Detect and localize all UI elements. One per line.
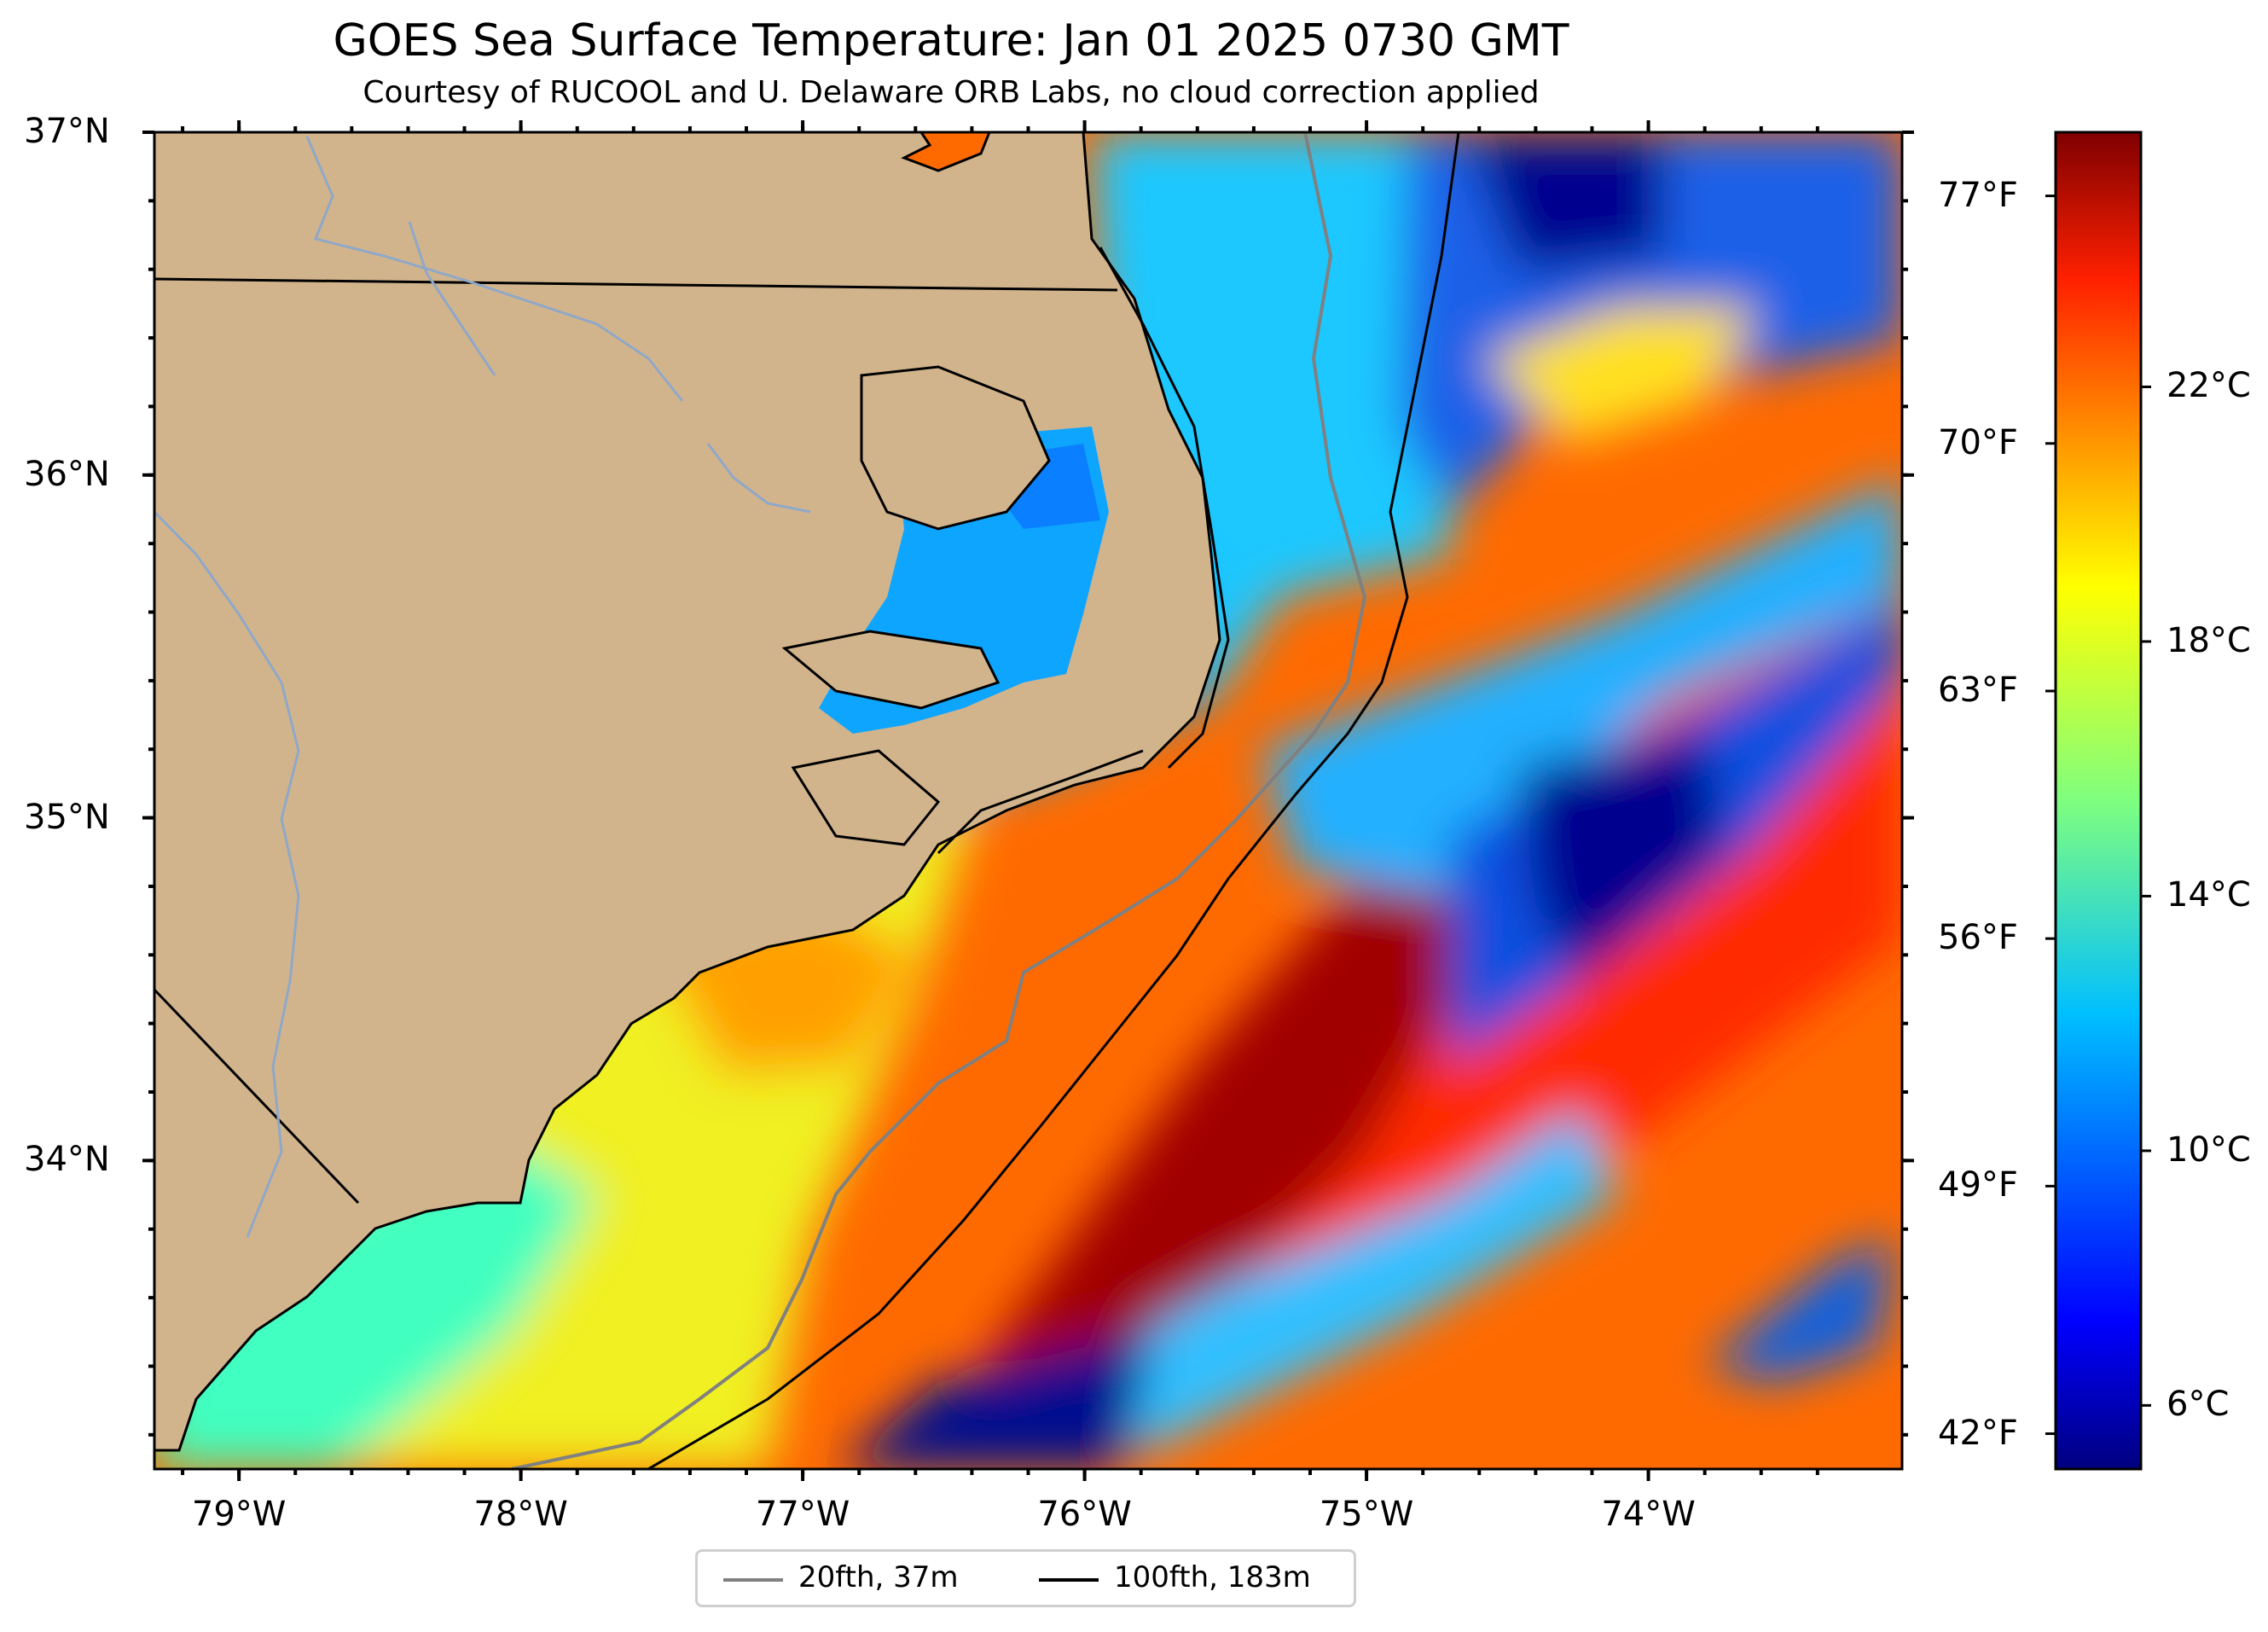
lat-label: 37°N [24, 112, 110, 151]
lat-label: 34°N [24, 1140, 110, 1180]
lat-label: 36°N [24, 454, 110, 494]
colorbar-label-c: 14°C [2166, 875, 2251, 915]
legend-line-20fth [723, 1578, 783, 1582]
colorbar-label-f: 63°F [1938, 670, 2018, 710]
lon-label: 75°W [1319, 1495, 1414, 1534]
axis-ticks [142, 120, 1914, 1481]
colorbar-label-f: 56°F [1938, 918, 2018, 958]
colorbar-label-c: 6°C [2166, 1385, 2230, 1425]
isobath-20fth [511, 131, 1367, 1471]
colorbar-label-f: 70°F [1938, 422, 2018, 462]
lon-label: 78°W [473, 1495, 568, 1534]
map-title: GOES Sea Surface Temperature: Jan 01 202… [333, 15, 1569, 67]
map-legend: 20fth, 37m 100fth, 183m [695, 1549, 1356, 1607]
lon-label: 79°W [191, 1495, 287, 1534]
map-subtitle: Courtesy of RUCOOL and U. Delaware ORB L… [363, 75, 1540, 110]
legend-label-20fth: 20fth, 37m [798, 1560, 959, 1594]
lon-label: 74°W [1601, 1495, 1696, 1534]
lon-label: 76°W [1037, 1495, 1132, 1534]
isobath-100fth [647, 131, 1460, 1471]
colorbar-label-f: 77°F [1938, 175, 2018, 215]
land-mass [154, 132, 1230, 1452]
colorbar [2054, 131, 2143, 1471]
rivers [153, 136, 811, 1238]
state-border-nc-va [154, 277, 1118, 292]
colorbar-label-c: 10°C [2166, 1130, 2251, 1170]
colorbar-label-c: 18°C [2166, 620, 2251, 660]
colorbar-ticks [2045, 195, 2151, 1436]
colorbar-label-f: 42°F [1938, 1413, 2018, 1453]
colorbar-label-f: 49°F [1938, 1165, 2018, 1205]
lon-label: 77°W [755, 1495, 850, 1534]
legend-label-100fth: 100fth, 183m [1114, 1560, 1311, 1594]
legend-line-100fth [1039, 1578, 1099, 1582]
state-border-nc-sc [153, 988, 360, 1205]
colorbar-label-c: 22°C [2166, 366, 2251, 406]
lat-label: 35°N [24, 797, 110, 837]
